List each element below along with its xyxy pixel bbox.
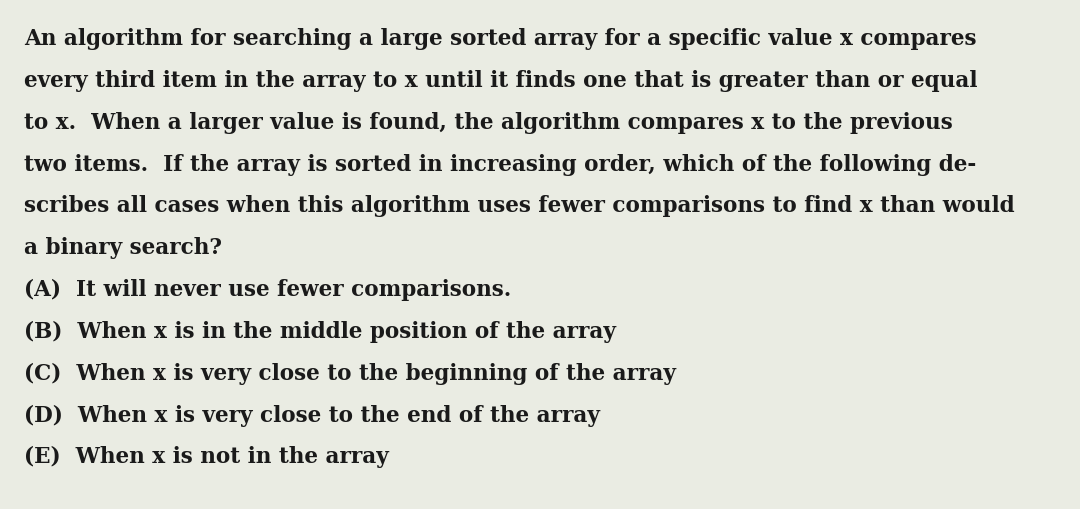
Text: (B)  When x is in the middle position of the array: (B) When x is in the middle position of …	[24, 320, 616, 342]
Text: (D)  When x is very close to the end of the array: (D) When x is very close to the end of t…	[24, 404, 599, 426]
Text: a binary search?: a binary search?	[24, 237, 221, 259]
Text: to x.  When a larger value is found, the algorithm compares x to the previous: to x. When a larger value is found, the …	[24, 111, 953, 133]
Text: (E)  When x is not in the array: (E) When x is not in the array	[24, 445, 389, 467]
Text: An algorithm for searching a large sorted array for a specific value x compares: An algorithm for searching a large sorte…	[24, 28, 976, 50]
Text: every third item in the array to x until it finds one that is greater than or eq: every third item in the array to x until…	[24, 70, 977, 92]
Text: two items.  If the array is sorted in increasing order, which of the following d: two items. If the array is sorted in inc…	[24, 153, 976, 175]
Text: (C)  When x is very close to the beginning of the array: (C) When x is very close to the beginnin…	[24, 362, 676, 384]
Text: scribes all cases when this algorithm uses fewer comparisons to find x than woul: scribes all cases when this algorithm us…	[24, 195, 1014, 217]
Text: (A)  It will never use fewer comparisons.: (A) It will never use fewer comparisons.	[24, 278, 511, 300]
